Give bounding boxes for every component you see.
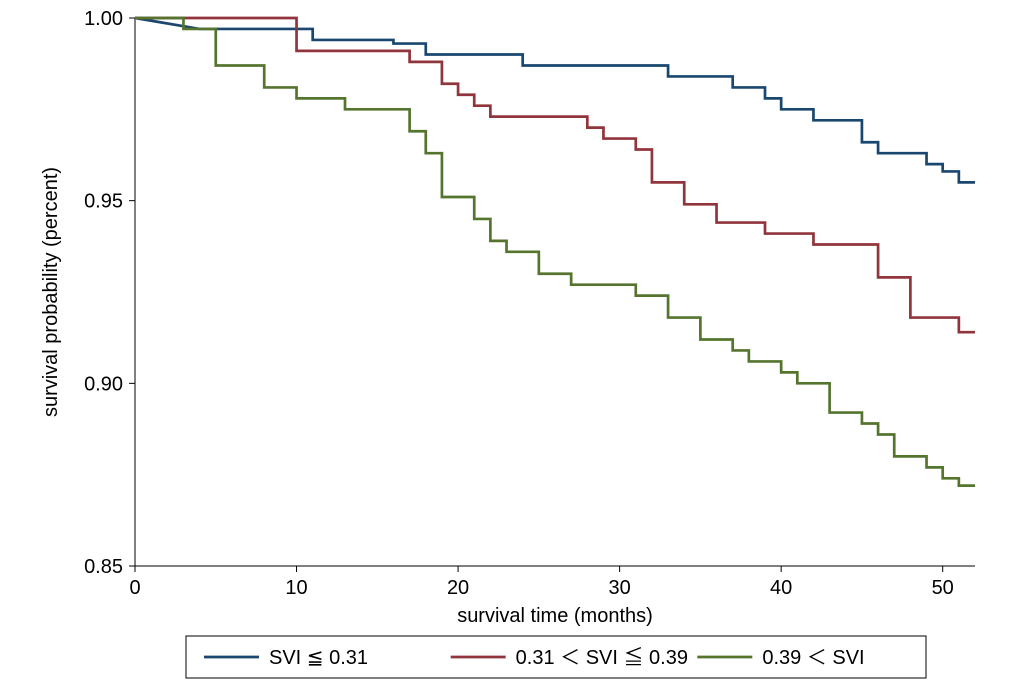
svg-text:1.00: 1.00 — [84, 8, 123, 30]
svg-text:40: 40 — [770, 577, 792, 599]
svg-text:0.95: 0.95 — [84, 191, 123, 213]
svg-text:0: 0 — [129, 577, 140, 599]
legend-label: 0.39 ＜ SVI — [762, 647, 864, 669]
svg-text:survival probability (percent): survival probability (percent) — [40, 167, 62, 417]
svg-text:50: 50 — [932, 577, 954, 599]
svg-text:0.90: 0.90 — [84, 373, 123, 395]
svg-text:survival time (months): survival time (months) — [457, 605, 653, 627]
svg-text:20: 20 — [447, 577, 469, 599]
svg-text:0.85: 0.85 — [84, 556, 123, 578]
svg-text:30: 30 — [608, 577, 630, 599]
legend-label: SVI ≦ 0.31 — [269, 647, 368, 669]
survival-chart: 0 10 20 30 40 50 survival time (months) 0.85 0.9… — [0, 0, 1020, 686]
svg-text:10: 10 — [285, 577, 307, 599]
legend-label: 0.31 ＜ SVI ≦ 0.39 — [516, 646, 688, 669]
